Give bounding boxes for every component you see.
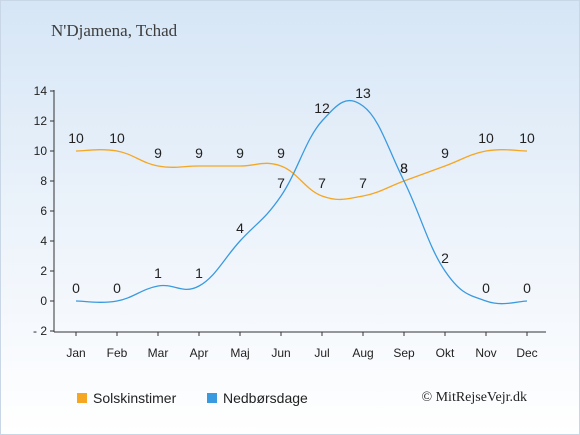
- data-label: 0: [482, 280, 490, 296]
- data-label: 8: [400, 160, 408, 176]
- x-tick-label: Jun: [271, 346, 290, 360]
- y-tick-label: 4: [40, 234, 47, 248]
- x-tick-label: Apr: [190, 346, 209, 360]
- data-label: 13: [355, 85, 371, 101]
- chart-title: N'Djamena, Tchad: [51, 21, 178, 40]
- x-tick-label: Nov: [475, 346, 496, 360]
- legend-item-nedborsdage: Nedbørsdage: [207, 390, 308, 406]
- data-label: 9: [154, 145, 162, 161]
- data-label: 10: [68, 130, 84, 146]
- y-tick-label: 0: [40, 294, 47, 308]
- y-tick-label: 8: [40, 174, 47, 188]
- x-tick-label: Aug: [352, 346, 373, 360]
- series-line-0: [75, 149, 528, 201]
- data-label: 7: [277, 175, 285, 191]
- data-label: 0: [523, 280, 531, 296]
- x-tick-label: Jul: [314, 346, 329, 360]
- data-label: 2: [441, 250, 449, 266]
- x-tick-label: Okt: [436, 346, 455, 360]
- y-tick-label: 6: [40, 204, 47, 218]
- y-tick-label: 10: [34, 144, 48, 158]
- data-label: 10: [109, 130, 125, 146]
- data-label: 7: [318, 175, 326, 191]
- data-label: 9: [277, 145, 285, 161]
- x-tick-label: Mar: [148, 346, 169, 360]
- data-label: 4: [236, 220, 244, 236]
- y-ticks: - 2 0 2 4 6 8 10 12 14: [33, 84, 54, 338]
- data-label: 1: [195, 265, 203, 281]
- data-label: 0: [72, 280, 80, 296]
- data-label: 9: [236, 145, 244, 161]
- copyright: © MitRejseVejr.dk: [421, 390, 527, 405]
- y-tick-label: 2: [40, 264, 47, 278]
- series-lines: [75, 100, 528, 305]
- data-label: 8: [400, 160, 408, 176]
- x-tick-label: Feb: [107, 346, 128, 360]
- series-line-1: [75, 100, 528, 305]
- x-ticks: Jan Feb Mar Apr Maj Jun Jul Aug Sep Okt Nov Dec: [66, 332, 538, 360]
- legend-item-solskinstimer: Solskinstimer: [77, 390, 176, 406]
- x-tick-label: Dec: [516, 346, 537, 360]
- data-label: 1: [154, 265, 162, 281]
- legend-label-nedborsdage: Nedbørsdage: [223, 390, 308, 406]
- y-tick-label: 14: [34, 84, 48, 98]
- legend-swatch-solskinstimer: [77, 393, 87, 403]
- data-label: 9: [195, 145, 203, 161]
- data-label: 0: [113, 280, 121, 296]
- data-label: 7: [359, 175, 367, 191]
- x-tick-label: Sep: [393, 346, 415, 360]
- data-label: 12: [314, 100, 330, 116]
- data-label: 10: [478, 130, 494, 146]
- y-tick-label: 12: [34, 114, 48, 128]
- legend-swatch-nedborsdage: [207, 393, 217, 403]
- x-tick-label: Maj: [230, 346, 249, 360]
- y-tick-label: - 2: [33, 324, 47, 338]
- x-tick-label: Jan: [66, 346, 85, 360]
- data-label: 10: [519, 130, 535, 146]
- data-label: 9: [441, 145, 449, 161]
- legend-label-solskinstimer: Solskinstimer: [93, 390, 177, 406]
